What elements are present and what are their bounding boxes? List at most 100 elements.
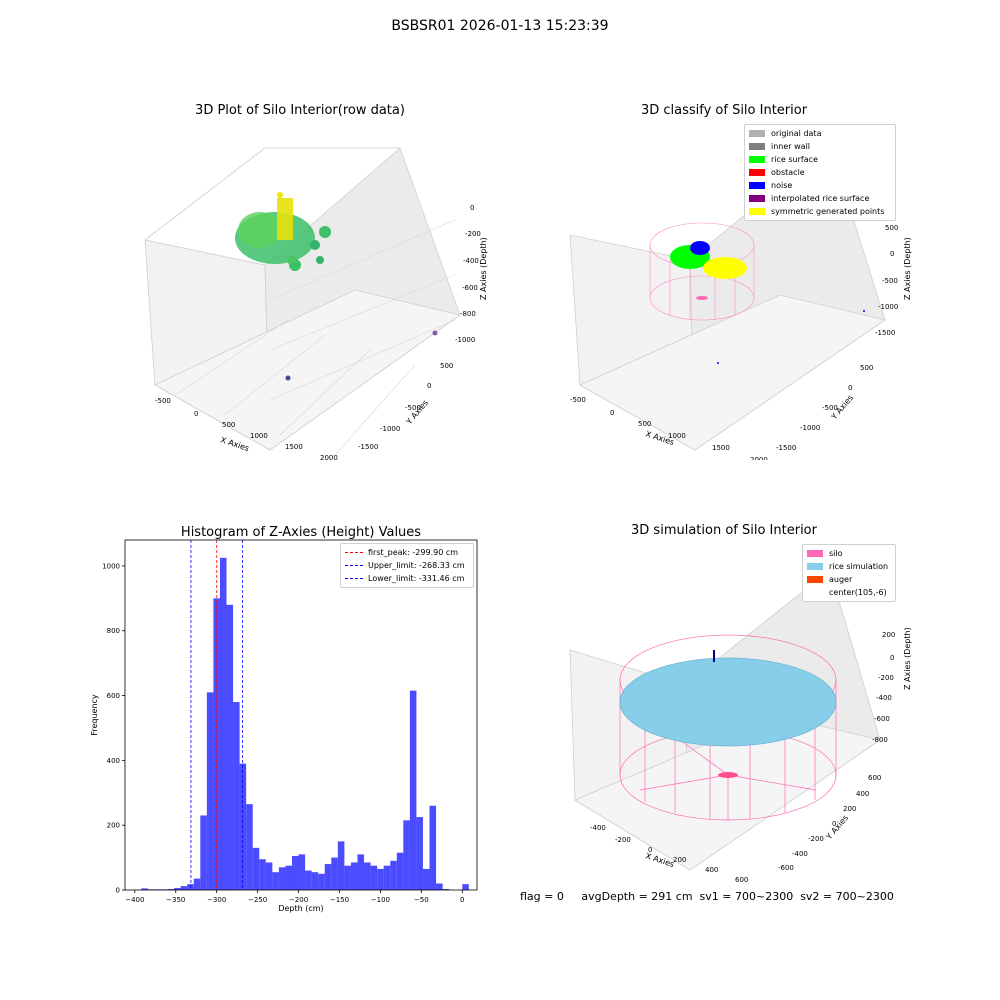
histogram-xtick-label: 0 <box>460 896 464 904</box>
simulation-ztick: 200 <box>882 631 895 639</box>
histogram-xtick-label: −200 <box>289 896 308 904</box>
histogram-ytick-label: 600 <box>107 692 120 700</box>
histogram-legend-label: first_peak: -299.90 cm <box>368 548 459 557</box>
histogram-ytick-label: 1000 <box>102 562 120 570</box>
histogram-bar <box>213 598 220 890</box>
histogram-xtick-label: −400 <box>125 896 144 904</box>
classify-ytick-labels: 500 0 -500 -1000 -1500 <box>776 364 873 452</box>
rice-surface <box>619 657 837 747</box>
histogram-bar <box>436 883 443 890</box>
histogram-bar <box>259 859 266 890</box>
histogram-legend-entry: Upper_limit: -268.33 cm <box>341 559 473 572</box>
histogram-xtick-label: −100 <box>371 896 390 904</box>
classify-silo-wireframe <box>649 222 755 321</box>
raw-xtick: 0 <box>194 410 198 418</box>
histogram-ytick-label: 200 <box>107 822 120 830</box>
classify-legend-swatch <box>749 143 765 150</box>
simulation-zlabel: Z Axies (Depth) <box>903 627 912 690</box>
classify-legend-entry: noise <box>745 179 895 192</box>
histogram-bar <box>324 864 332 890</box>
histogram-ylabel: Frequency <box>90 694 99 736</box>
simulation-ytick: -400 <box>792 850 808 858</box>
simulation-plot-title: 3D simulation of Silo Interior <box>631 523 817 538</box>
simulation-legend-label: silo <box>829 549 843 558</box>
raw-xtick-labels: -500 0 500 1000 1500 2000 <box>155 397 338 460</box>
classify-legend-label: symmetric generated points <box>771 207 885 216</box>
classify-legend-label: rice surface <box>771 155 818 164</box>
histogram-xtick-label: −150 <box>330 896 349 904</box>
histogram-bar <box>141 888 148 890</box>
classify-axes-box <box>569 144 886 451</box>
classify-legend-label: inner wall <box>771 142 811 151</box>
raw-ytick: -1500 <box>358 443 378 451</box>
simulation-ztick-labels: 200 0 -200 -400 -600 -800 <box>872 631 895 744</box>
histogram-bar <box>344 865 351 890</box>
histogram-xtick-label: −50 <box>414 896 429 904</box>
histogram-xlabel: Depth (cm) <box>278 904 323 913</box>
histogram-legend: first_peak: -299.90 cm Upper_limit: -268.… <box>340 543 474 588</box>
raw-zlabel: Z Axies (Depth) <box>479 237 488 300</box>
classify-legend-entry: rice surface <box>745 153 895 166</box>
classify-ztick: -500 <box>882 277 898 285</box>
histogram-bar <box>233 702 240 890</box>
simulation-ztick: -800 <box>872 736 888 744</box>
classify-plot-title: 3D classify of Silo Interior <box>640 103 808 118</box>
raw-ztick: -400 <box>463 257 479 265</box>
simulation-legend-swatch <box>807 589 823 596</box>
classify-legend-swatch <box>749 208 765 215</box>
status-footer: flag = 0 avgDepth = 291 cm sv1 = 700~230… <box>520 890 894 903</box>
classify-xtick: 0 <box>610 409 614 417</box>
simulation-xtick: 200 <box>673 856 686 864</box>
raw-3d-plot: -500 0 500 1000 1500 2000 X Axies 500 0 … <box>144 147 488 460</box>
histogram-chart: Histogram of Z-Axies (Height) Values −40… <box>90 525 478 913</box>
classify-legend-entry: inner wall <box>745 140 895 153</box>
histogram-bar <box>187 884 194 890</box>
simulation-legend-entry: rice simulation <box>803 560 895 573</box>
histogram-bar <box>305 870 312 890</box>
classify-legend-entry: symmetric generated points <box>745 205 895 218</box>
histogram-title: Histogram of Z-Axies (Height) Values <box>181 525 421 540</box>
histogram-bar <box>298 854 306 890</box>
histogram-bar <box>364 862 371 890</box>
simulation-ytick-labels: 600 400 200 0 -200 -400 -600 <box>778 774 881 872</box>
figure-title: BSBSR01 2026-01-13 15:23:39 <box>391 18 609 34</box>
classify-ztick: 0 <box>890 250 894 258</box>
histogram-xtick-label: −350 <box>166 896 185 904</box>
histogram-bar <box>390 860 397 890</box>
histogram-bar <box>206 692 214 890</box>
raw-xtick: 500 <box>222 421 235 429</box>
histogram-bar <box>272 872 279 890</box>
histogram-bar <box>409 690 417 890</box>
raw-xtick: 2000 <box>320 454 338 460</box>
raw-gridlines <box>174 219 456 456</box>
raw-ytick-labels: 500 0 -500 -1000 -1500 <box>358 362 453 451</box>
simulation-legend-label: auger <box>829 575 853 584</box>
histogram-legend-entry: Lower_limit: -331.46 cm <box>341 572 473 585</box>
histogram-bar <box>180 886 188 890</box>
simulation-xtick: 600 <box>735 876 748 884</box>
histogram-bar <box>422 868 430 890</box>
raw-xtick: -500 <box>155 397 171 405</box>
histogram-bar <box>174 888 181 890</box>
raw-xtick: 1500 <box>285 443 303 451</box>
histogram-bar <box>311 872 319 890</box>
classify-ztick: -1000 <box>878 303 898 311</box>
classify-legend-label: noise <box>771 181 793 190</box>
histogram-bar <box>462 884 469 890</box>
simulation-legend: silo rice simulation auger center(105,-6) <box>802 544 896 602</box>
simulation-ytick: 600 <box>868 774 881 782</box>
histogram-bar <box>318 873 325 890</box>
classify-legend-swatch <box>749 195 765 202</box>
histogram-plot-area: −400 −350 −300 −250 −200 −150 −100 −50 0 0 200 400 6… <box>102 539 478 904</box>
classify-legend-swatch <box>749 130 765 137</box>
histogram-legend-line <box>345 552 363 553</box>
simulation-ztick: 0 <box>890 654 894 662</box>
classify-ytick: 0 <box>848 384 852 392</box>
simulation-legend-swatch <box>807 576 823 583</box>
classify-legend-entry: original data <box>745 127 895 140</box>
histogram-legend-entry: first_peak: -299.90 cm <box>341 546 473 559</box>
histogram-frame <box>124 539 478 891</box>
classify-legend-label: original data <box>771 129 822 138</box>
histogram-bar <box>337 841 345 890</box>
histogram-bar <box>200 815 207 890</box>
